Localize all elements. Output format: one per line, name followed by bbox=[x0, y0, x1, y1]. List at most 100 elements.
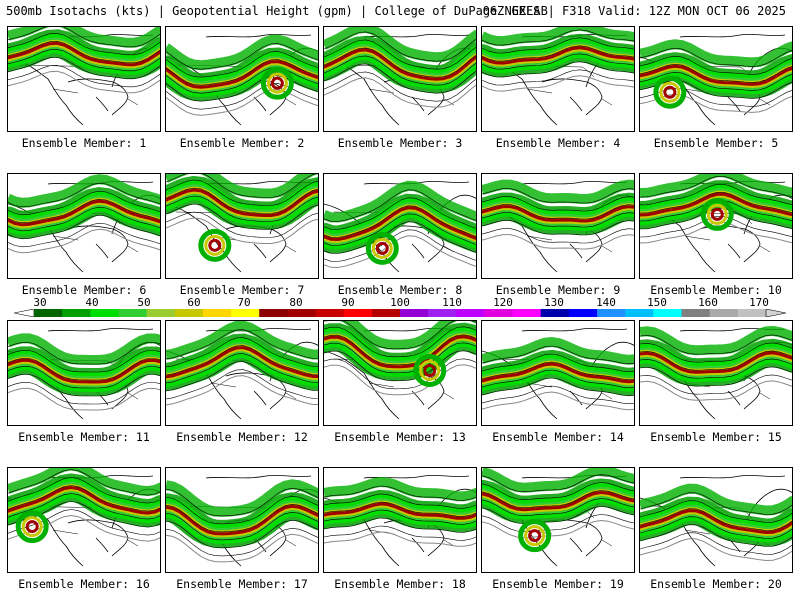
colorbar-tick-label: 100 bbox=[390, 296, 410, 309]
colorbar-tick-label: 130 bbox=[544, 296, 564, 309]
isotach-band bbox=[8, 199, 160, 227]
cutoff-low bbox=[518, 519, 552, 553]
height-contour bbox=[482, 61, 634, 78]
height-contour bbox=[640, 508, 792, 531]
height-contour bbox=[482, 498, 634, 517]
height-contour bbox=[324, 213, 476, 246]
height-contour bbox=[324, 485, 476, 501]
member-label: Ensemble Member: 16 bbox=[18, 577, 150, 591]
colorbar-swatch bbox=[709, 309, 739, 317]
isotach-band bbox=[166, 479, 318, 517]
isotach-band bbox=[640, 64, 792, 86]
ensemble-member-panel bbox=[639, 173, 793, 279]
colorbar-swatch bbox=[202, 309, 232, 317]
isotach-band bbox=[8, 27, 160, 48]
height-contour bbox=[324, 205, 476, 238]
height-contour bbox=[8, 358, 160, 381]
cutoff-low bbox=[371, 237, 393, 259]
isotach-map bbox=[8, 328, 160, 420]
ensemble-member-panel bbox=[481, 26, 635, 132]
isotach-band bbox=[324, 180, 476, 223]
ensemble-member-panel bbox=[323, 26, 477, 132]
height-contour bbox=[640, 516, 792, 539]
height-contour bbox=[166, 533, 318, 563]
isotach-band bbox=[640, 351, 792, 374]
colorbar-min-arrow bbox=[14, 309, 35, 317]
member-label: Ensemble Member: 14 bbox=[492, 430, 624, 444]
isotach-band bbox=[324, 206, 476, 242]
colorbar-tick-label: 50 bbox=[137, 296, 151, 309]
height-contour bbox=[640, 79, 792, 99]
isotach-band bbox=[640, 509, 792, 535]
isotach-band bbox=[640, 325, 792, 356]
height-contour bbox=[640, 538, 792, 562]
height-contour bbox=[166, 361, 318, 392]
isotach-band bbox=[324, 335, 476, 369]
height-contour bbox=[482, 385, 634, 405]
height-contour bbox=[482, 369, 634, 389]
ensemble-member-panel bbox=[7, 26, 161, 132]
member-label: Ensemble Member: 11 bbox=[18, 430, 150, 444]
colorbar-tick-label: 70 bbox=[237, 296, 251, 309]
height-contour bbox=[324, 517, 476, 533]
colorbar-tick-label: 60 bbox=[187, 296, 201, 309]
cutoff-low bbox=[659, 81, 681, 103]
colorbar-swatch bbox=[568, 309, 598, 317]
isotach-band bbox=[325, 321, 476, 350]
height-contour bbox=[8, 182, 160, 208]
isotach-band bbox=[166, 504, 318, 536]
height-contour bbox=[324, 334, 476, 366]
height-contour bbox=[166, 59, 318, 86]
isotach-map bbox=[482, 468, 634, 567]
member-label: Ensemble Member: 4 bbox=[495, 136, 621, 150]
height-contour bbox=[324, 342, 476, 374]
isotach-band bbox=[166, 174, 318, 199]
ensemble-member-panel bbox=[165, 467, 319, 573]
height-contour bbox=[324, 326, 476, 358]
height-contour bbox=[8, 477, 160, 504]
cutoff-low bbox=[375, 241, 389, 255]
height-contour bbox=[640, 55, 792, 75]
colorbar-labels: 30 40 50 60 70 80 90 100 110 120 130 140 150 160 170 bbox=[0, 296, 800, 310]
member-label: Ensemble Member: 3 bbox=[337, 136, 463, 150]
colorbar-tick-label: 30 bbox=[33, 296, 47, 309]
height-contour bbox=[166, 375, 318, 406]
height-contour bbox=[482, 482, 634, 501]
isotach-map bbox=[166, 475, 318, 567]
height-contour bbox=[8, 387, 160, 411]
member-label: Ensemble Member: 7 bbox=[179, 283, 305, 297]
height-contour bbox=[166, 75, 318, 102]
height-contour bbox=[166, 329, 318, 360]
height-contour bbox=[324, 358, 476, 390]
colorbar-tick-label: 40 bbox=[85, 296, 99, 309]
height-contour bbox=[324, 77, 476, 108]
height-contour bbox=[324, 197, 476, 230]
isotach-band bbox=[8, 468, 160, 497]
ensemble-member-panel bbox=[7, 467, 161, 573]
isotach-map bbox=[324, 27, 476, 126]
ensemble-member-panel bbox=[481, 173, 635, 279]
member-label: Ensemble Member: 17 bbox=[176, 577, 308, 591]
height-contour bbox=[8, 40, 160, 64]
cutoff-low bbox=[198, 228, 232, 262]
ensemble-member-panel bbox=[7, 173, 161, 279]
cutoff-low bbox=[524, 525, 546, 547]
height-contour bbox=[482, 220, 634, 236]
height-contour bbox=[166, 217, 318, 244]
ensemble-member-panel bbox=[323, 320, 477, 426]
ensemble-member-panel bbox=[165, 26, 319, 132]
height-contour bbox=[8, 366, 160, 389]
isotach-band bbox=[640, 39, 792, 68]
height-contour bbox=[482, 45, 634, 62]
isotach-map bbox=[640, 34, 792, 126]
height-contour bbox=[8, 48, 160, 72]
ensemble-member-panel bbox=[165, 320, 319, 426]
height-contour bbox=[482, 29, 634, 46]
height-contour bbox=[640, 524, 792, 547]
height-contour bbox=[640, 380, 792, 401]
height-contour bbox=[640, 334, 792, 355]
height-contour bbox=[166, 67, 318, 94]
member-label: Ensemble Member: 13 bbox=[334, 430, 466, 444]
cutoff-low bbox=[710, 207, 724, 221]
height-contour bbox=[640, 350, 792, 371]
